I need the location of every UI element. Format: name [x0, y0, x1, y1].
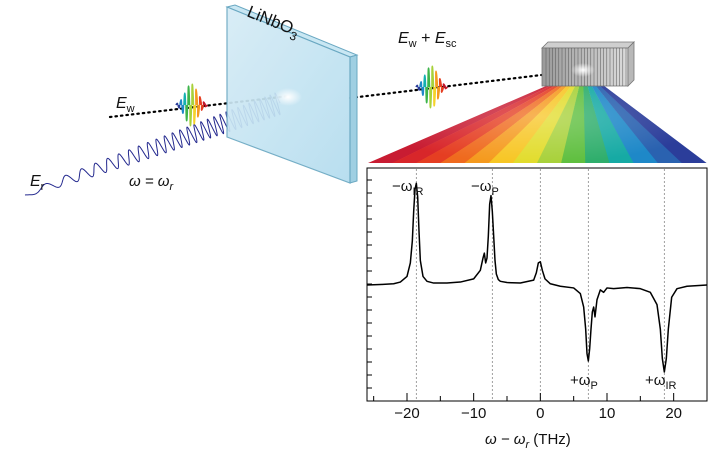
linbo3-crystal	[225, 4, 359, 184]
wave-packet-output	[415, 65, 449, 109]
x-axis-label: ω − ωr (THz)	[485, 431, 571, 451]
beam-path-out	[348, 68, 585, 100]
sum-field-label: Ew + Esc	[398, 30, 457, 50]
x-tick-label: 0	[536, 405, 544, 422]
dispersion-fan	[368, 70, 707, 163]
plot-frame	[366, 167, 708, 402]
x-tick-label: 20	[665, 405, 682, 422]
peak-label-neg-p: −ωP	[471, 178, 499, 198]
wave-packet-input	[175, 83, 209, 127]
ew-label: Ew	[116, 95, 135, 115]
spectrum-chart: −20 −10 0 10 20 −ωIR −ωP +ωP +ωIR ω − ωr (TH…	[366, 167, 708, 451]
peak-label-pos-p: +ωP	[570, 372, 598, 392]
peak-label-pos-ir: +ωIR	[645, 372, 677, 392]
grating-glow	[571, 63, 595, 77]
er-label: Er	[30, 173, 45, 193]
x-tick-label: −10	[461, 405, 486, 422]
omega-label: ω = ωr	[129, 173, 174, 193]
x-tick-label: −20	[394, 405, 419, 422]
peak-label-neg-ir: −ωIR	[392, 178, 424, 198]
spectrum-line	[367, 182, 707, 373]
x-tick-label: 10	[599, 405, 616, 422]
